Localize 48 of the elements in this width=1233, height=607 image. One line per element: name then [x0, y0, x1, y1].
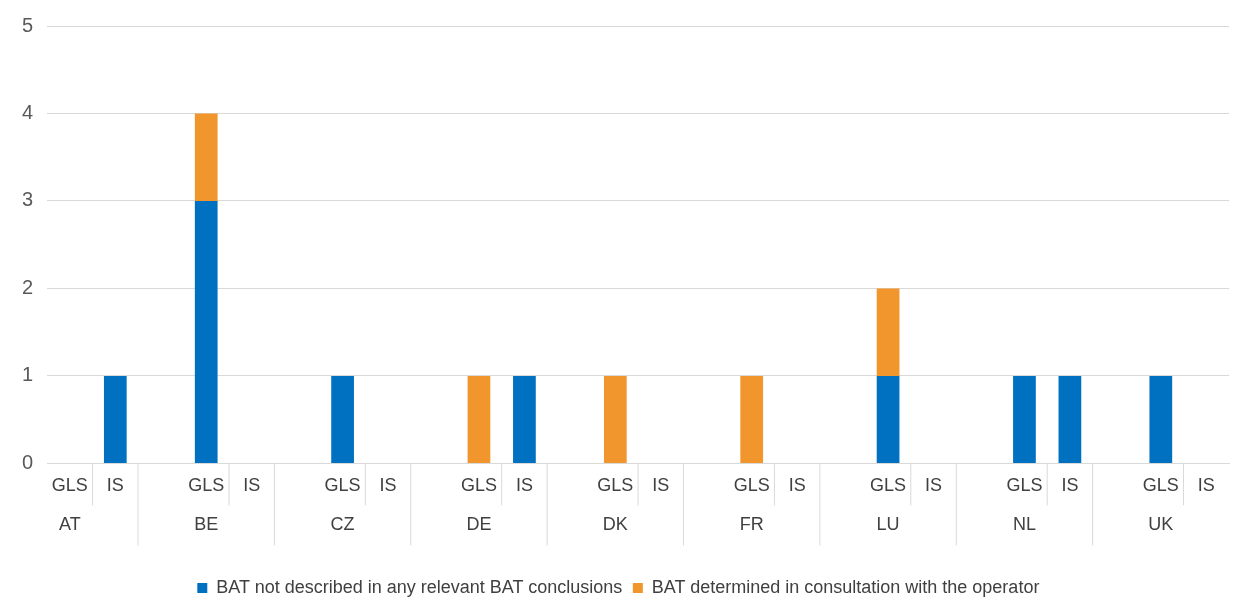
x-tick-label: IS [652, 475, 670, 496]
bar [740, 375, 764, 463]
text: DE [466, 514, 492, 535]
text: NL [1012, 514, 1036, 535]
x-tick-label: GLS [733, 475, 770, 496]
x-tick-label: GLS [188, 475, 225, 496]
x-tick-label: GLS [51, 475, 88, 496]
bar [603, 375, 627, 463]
bar [194, 113, 218, 201]
y-tick-label: 0 [22, 450, 34, 473]
x-tick-label: IS [515, 475, 533, 496]
bar [467, 375, 491, 463]
y-tick-label: 3 [22, 188, 34, 211]
y-tick-label: 2 [22, 275, 34, 298]
y-tick-label: 4 [22, 101, 34, 123]
x-tick-label: IS [925, 475, 943, 496]
text: CZ [330, 514, 355, 535]
x-tick-label: GLS [597, 475, 634, 496]
x-tick-label: IS [788, 475, 806, 496]
y-tick-label: 1 [22, 363, 34, 386]
bar [513, 375, 536, 463]
bar [876, 288, 900, 376]
bar [1058, 375, 1082, 463]
bar [1013, 375, 1036, 463]
text: FR [739, 514, 764, 535]
x-tick-label: GLS [870, 475, 907, 496]
x-tick-label: IS [379, 475, 397, 496]
x-tick-label: GLS [1142, 475, 1179, 496]
x-tick-label: GLS [460, 475, 497, 496]
text: UK [1148, 514, 1174, 535]
legend-label: BAT not described in any relevant BAT conclusions [216, 576, 623, 597]
text: BE [194, 514, 219, 535]
x-tick-label: GLS [1006, 475, 1043, 496]
x-tick-label: IS [1061, 475, 1079, 496]
x-tick-label: GLS [324, 475, 361, 496]
text: LU [876, 514, 900, 535]
bar [194, 200, 218, 463]
legend-label: BAT determined in consultation with the operator [651, 576, 1040, 597]
bar [331, 375, 354, 463]
x-tick-label: IS [1197, 475, 1215, 496]
y-tick-label: 5 [22, 13, 34, 36]
x-tick-label: IS [243, 475, 261, 496]
text: AT [59, 514, 81, 535]
x-tick-label: IS [106, 475, 124, 496]
text: DK [602, 514, 628, 535]
bar [1149, 375, 1173, 463]
bar [876, 375, 900, 463]
bar [103, 375, 127, 463]
